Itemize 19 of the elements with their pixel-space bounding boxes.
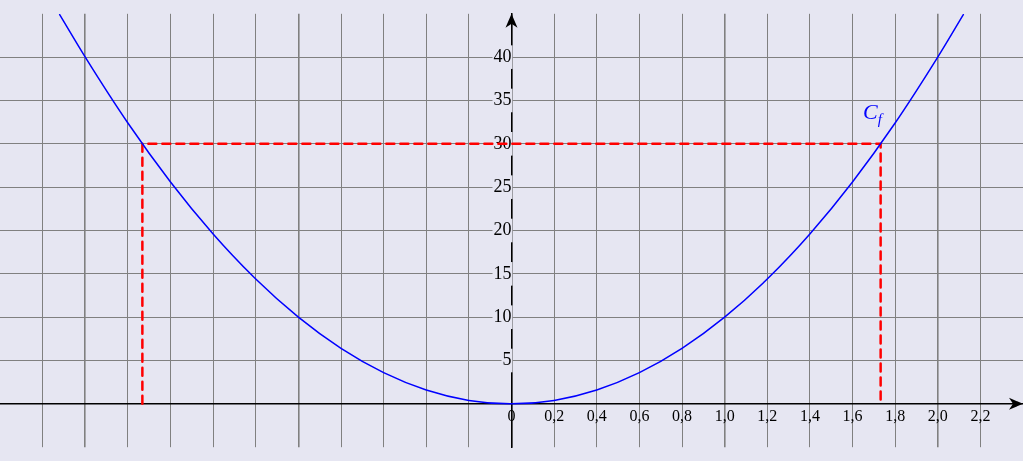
y-tick-label: 40 — [493, 45, 512, 66]
y-tick-label: 5 — [502, 349, 512, 370]
x-tick-label: 1,0 — [714, 406, 735, 424]
x-tick-label: 0,4 — [586, 406, 607, 424]
line-series — [58, 13, 965, 405]
x-tick-label: 2,2 — [970, 406, 991, 424]
x-tick-label: 1,6 — [842, 406, 863, 424]
x-tick-label: 0,2 — [544, 406, 565, 424]
y-tick-label: 35 — [493, 89, 512, 110]
x-tick-label: 0,6 — [629, 406, 650, 424]
x-tick-label: 0,8 — [672, 406, 692, 424]
y-tick-label: 10 — [493, 305, 512, 326]
x-tick-label: 1,8 — [885, 406, 906, 424]
y-tick-label: 15 — [493, 262, 512, 283]
x-tick-label: 2,0 — [927, 406, 948, 424]
y-tick-label: 25 — [493, 175, 512, 196]
y-tick-label: 20 — [493, 219, 512, 240]
x-tick-label: 1,4 — [799, 406, 820, 424]
x-tick-label: 1,2 — [757, 406, 778, 424]
